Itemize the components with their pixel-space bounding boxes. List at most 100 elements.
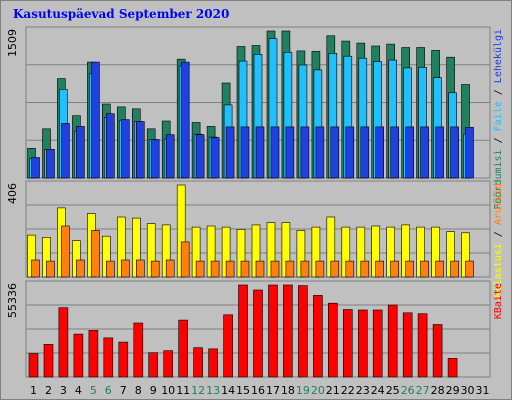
bar-hits-lehekülgi-day-16 [255,126,265,179]
panel-hits: 1509 Pöördumisi / Faile / Lehekülgi [6,26,504,210]
bar-visits-aruteid-day-24 [375,260,385,278]
bar-visits-aruteid-day-23 [360,260,370,278]
day-label-15: 15 [236,384,250,397]
bar-visits-aruteid-day-18 [285,260,295,278]
bar-hits-lehekülgi-day-14 [225,126,235,179]
bar-hits-lehekülgi-day-27 [420,126,429,179]
day-label-23: 23 [356,384,370,397]
bar-hits-lehekülgi-day-5 [91,61,100,179]
bar-kbytes-kbaite-day-3 [58,307,69,378]
max-label-hits: 1509 [6,29,19,57]
bar-hits-lehekülgi-day-13 [210,137,220,179]
bar-visits-aruteid-day-21 [330,260,340,278]
bar-hits-lehekülgi-day-7 [121,119,130,179]
bar-hits-lehekülgi-day-19 [300,126,310,179]
day-label-3: 3 [60,384,67,397]
bar-kbytes-kbaite-day-23 [357,309,368,378]
bar-visits-aruteid-day-14 [225,260,235,278]
bar-hits-lehekülgi-day-9 [150,139,160,179]
bar-hits-lehekülgi-day-2 [46,149,55,179]
legend-entry-faile: Faile [493,101,504,131]
bar-hits-lehekülgi-day-21 [330,126,340,179]
bar-kbytes-kbaite-day-25 [387,304,398,378]
day-label-30: 30 [461,384,475,397]
bar-visits-aruteid-day-15 [240,260,250,278]
panels-layer: 1509 Pöördumisi / Faile / Lehekülgi 406 Kül… [6,26,504,378]
bar-hits-lehekülgi-day-18 [285,126,295,179]
day-label-28: 28 [431,384,445,397]
bar-hits-lehekülgi-day-3 [61,123,70,179]
bar-kbytes-kbaite-day-28 [432,324,443,378]
bar-kbytes-kbaite-day-22 [342,309,353,378]
bar-hits-lehekülgi-day-28 [435,126,444,179]
bar-kbytes-kbaite-day-1 [28,353,39,378]
day-label-18: 18 [281,384,295,397]
bar-kbytes-kbaite-day-2 [43,344,54,378]
bar-kbytes-kbaite-day-8 [133,322,144,378]
day-label-20: 20 [311,384,325,397]
day-label-25: 25 [386,384,400,397]
chart-title: Kasutuspäevad September 2020 [13,7,229,21]
day-labels: 1 2 3 4 5 6 7 8 9 10 11 12 13 14 15 16 17 18 19 20 21 22 23 24 2… [30,384,490,397]
bar-kbytes-kbaite-day-27 [417,313,428,378]
bar-hits-lehekülgi-day-17 [270,126,280,179]
bar-hits-lehekülgi-day-29 [450,126,459,179]
bar-kbytes-kbaite-day-7 [118,341,129,378]
bar-visits-aruteid-day-9 [150,260,160,278]
day-label-29: 29 [446,384,460,397]
bar-visits-aruteid-day-6 [106,260,115,278]
bar-kbytes-kbaite-day-14 [223,314,233,378]
bar-hits-lehekülgi-day-11 [180,61,190,179]
bar-visits-aruteid-day-26 [405,260,415,278]
day-label-7: 7 [120,384,127,397]
day-label-10: 10 [161,384,175,397]
bar-hits-lehekülgi-day-23 [360,126,370,179]
day-label-12: 12 [191,384,205,397]
bar-visits-aruteid-day-4 [76,259,85,278]
bar-kbytes-kbaite-day-24 [372,309,383,378]
bar-kbytes-kbaite-day-10 [163,350,173,378]
bar-visits-aruteid-day-27 [420,260,429,278]
bar-visits-aruteid-day-16 [255,260,265,278]
legend-entry-lehekülgi: Lehekülgi [493,29,504,83]
day-label-6: 6 [105,384,112,397]
bar-visits-aruteid-day-3 [61,225,70,278]
legend-kbytes: KBaite [493,283,504,319]
bar-hits-lehekülgi-day-20 [315,126,325,179]
bar-hits-lehekülgi-day-15 [240,126,250,179]
bar-visits-aruteid-day-2 [46,260,55,278]
bar-visits-aruteid-day-25 [390,260,400,278]
day-label-11: 11 [176,384,190,397]
bar-visits-aruteid-day-10 [165,259,175,278]
bar-hits-lehekülgi-day-22 [345,126,355,179]
legend-entry-pöördumisi: Pöördumisi [493,149,504,209]
bar-visits-aruteid-day-29 [450,260,459,278]
day-label-4: 4 [75,384,82,397]
bar-kbytes-kbaite-day-16 [253,289,263,378]
day-label-8: 8 [135,384,142,397]
legend-entry-külastusi: Külastusi [493,243,504,297]
bar-visits-aruteid-day-28 [435,260,444,278]
bar-kbytes-kbaite-day-15 [238,284,248,378]
legend-separator: / [493,83,504,101]
bar-hits-lehekülgi-day-25 [390,126,400,179]
legend-entry-aruteid: Aruteid [493,183,504,225]
day-label-26: 26 [401,384,415,397]
day-label-17: 17 [266,384,280,397]
day-label-13: 13 [206,384,220,397]
bar-kbytes-kbaite-day-4 [73,333,84,378]
day-label-24: 24 [371,384,385,397]
bar-kbytes-kbaite-day-18 [283,284,293,378]
bar-kbytes-kbaite-day-5 [88,330,99,378]
bar-hits-lehekülgi-day-6 [106,113,115,179]
day-label-27: 27 [416,384,430,397]
bar-hits-lehekülgi-day-24 [375,126,385,179]
day-label-5: 5 [90,384,97,397]
day-label-31: 31 [476,384,490,397]
bar-kbytes-kbaite-day-6 [103,337,114,378]
legend-visits: Külastusi / Aruteid [493,183,504,297]
day-label-1: 1 [30,384,37,397]
legend-separator: / [493,131,504,149]
bar-hits-lehekülgi-day-30 [465,127,474,179]
